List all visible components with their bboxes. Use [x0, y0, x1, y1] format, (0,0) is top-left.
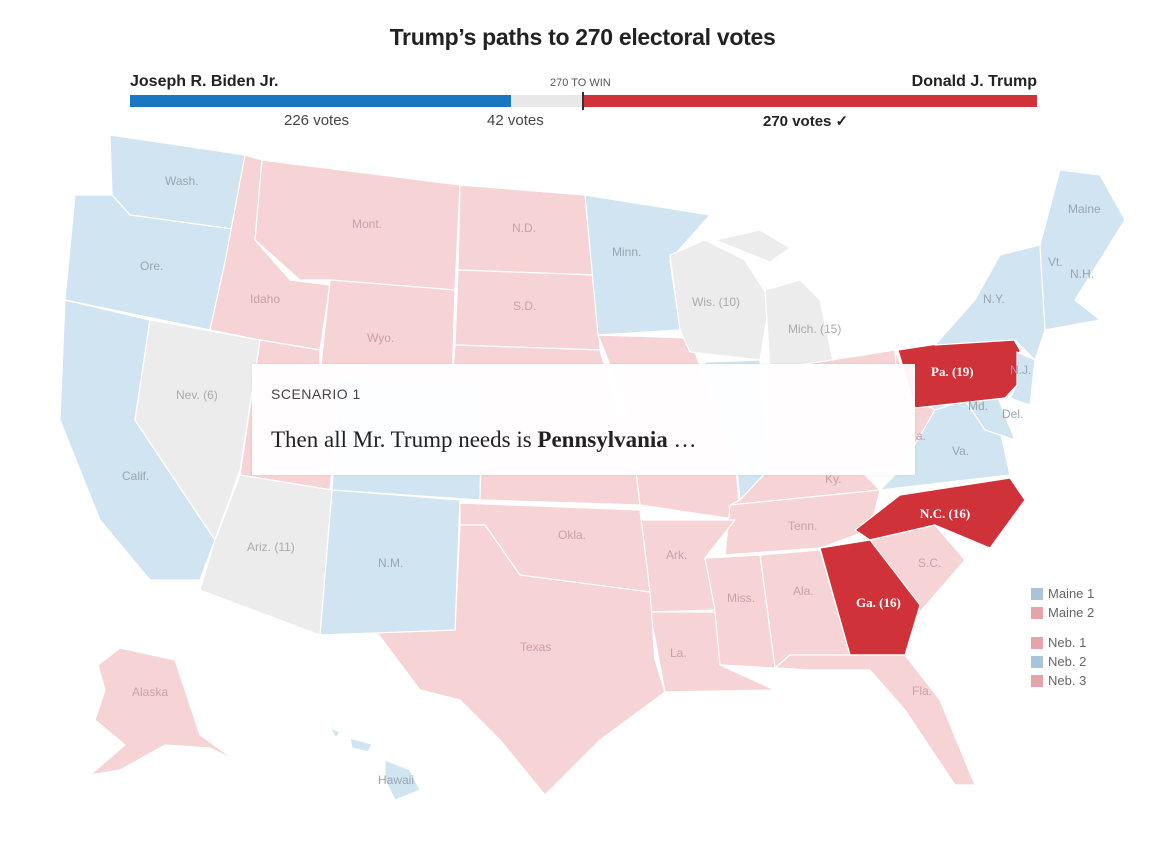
legend-item: Maine 2 — [1031, 603, 1094, 622]
legend-swatch — [1031, 606, 1043, 619]
district-legend: Maine 1 Maine 2 Neb. 1 Neb. 2 Neb. 3 — [1031, 584, 1094, 690]
label-vt: Vt. — [1048, 255, 1063, 269]
win-threshold-label: 270 TO WIN — [550, 77, 611, 89]
label-miss: Miss. — [727, 591, 755, 605]
label-sd: S.D. — [513, 299, 536, 313]
trump-votes: 270 votes ✓ — [763, 113, 849, 130]
state-ky[interactable] — [729, 469, 881, 506]
label-pa: Pa. (19) — [931, 364, 974, 379]
label-ny: N.Y. — [983, 292, 1005, 306]
label-wash: Wash. — [165, 174, 199, 188]
scenario-label: SCENARIO 1 — [271, 386, 361, 402]
scenario-text-suffix: … — [667, 427, 697, 452]
label-wva: a. — [916, 429, 926, 443]
legend-swatch — [1031, 636, 1043, 649]
state-hawaii-3[interactable] — [349, 737, 373, 753]
scenario-state: Pennsylvania — [537, 427, 668, 452]
legend-swatch — [1031, 655, 1043, 668]
biden-bar — [130, 95, 511, 107]
label-la: La. — [670, 646, 687, 660]
legend-item: Maine 1 — [1031, 584, 1094, 603]
state-la[interactable] — [649, 611, 776, 693]
label-ark: Ark. — [666, 548, 687, 562]
chart-title: Trump’s paths to 270 electoral votes — [389, 24, 776, 50]
label-del: Del. — [1002, 407, 1023, 421]
state-tenn[interactable] — [724, 489, 881, 556]
legend-label: Neb. 1 — [1048, 635, 1087, 650]
label-calif: Calif. — [122, 469, 149, 483]
legend-label: Maine 2 — [1048, 605, 1095, 620]
label-nd: N.D. — [512, 221, 536, 235]
state-ariz[interactable] — [199, 474, 333, 636]
label-nev: Nev. (6) — [176, 388, 218, 402]
label-nc: N.C. (16) — [920, 506, 970, 521]
label-hawaii: Hawaii — [378, 773, 414, 787]
scenario-text-prefix: Then all Mr. Trump needs is — [271, 427, 538, 452]
legend-swatch — [1031, 674, 1043, 687]
state-nj[interactable] — [1009, 351, 1036, 406]
label-mich: Mich. (15) — [788, 322, 841, 336]
label-va: Va. — [952, 444, 969, 458]
label-ala: Ala. — [793, 584, 814, 598]
state-mich[interactable] — [764, 279, 836, 371]
label-nm: N.M. — [378, 556, 403, 570]
label-alaska: Alaska — [132, 685, 168, 699]
biden-name: Joseph R. Biden Jr. — [130, 73, 279, 90]
state-mich-up[interactable] — [714, 229, 791, 263]
label-fla: Fla. — [912, 684, 932, 698]
state-wis[interactable] — [669, 239, 771, 361]
scenario-text: Then all Mr. Trump needs is Pennsylvania… — [271, 427, 697, 453]
win-threshold-marker — [582, 92, 584, 110]
label-sc: S.C. — [918, 556, 941, 570]
legend-item: Neb. 3 — [1031, 671, 1094, 690]
state-hawaii[interactable] — [384, 759, 421, 801]
label-md: Md. — [968, 399, 988, 413]
label-ariz: Ariz. (11) — [247, 540, 295, 554]
trump-bar — [581, 95, 1037, 107]
trump-name: Donald J. Trump — [911, 73, 1037, 90]
state-texas[interactable] — [374, 524, 666, 796]
undecided-votes: 42 votes — [487, 112, 544, 129]
label-tenn: Tenn. — [788, 519, 817, 533]
label-texas: Texas — [520, 640, 551, 654]
label-minn: Minn. — [612, 245, 641, 259]
label-ky: Ky. — [825, 472, 841, 486]
state-fla[interactable] — [774, 654, 976, 786]
legend-label: Maine 1 — [1048, 586, 1095, 601]
label-maine: Maine — [1068, 202, 1101, 216]
legend-label: Neb. 3 — [1048, 673, 1087, 688]
undecided-bar — [511, 95, 582, 107]
label-idaho: Idaho — [250, 292, 280, 306]
state-hawaii-2[interactable] — [329, 727, 341, 739]
label-nj: N.J. — [1010, 363, 1031, 377]
biden-votes: 226 votes — [284, 112, 350, 129]
legend-swatch — [1031, 587, 1043, 600]
label-wis: Wis. (10) — [692, 295, 740, 309]
label-ore: Ore. — [140, 259, 163, 273]
label-mont: Mont. — [352, 217, 382, 231]
legend-label: Neb. 2 — [1048, 654, 1087, 669]
label-okla: Okla. — [558, 528, 586, 542]
state-alaska[interactable] — [89, 647, 236, 776]
state-newengland[interactable] — [1039, 169, 1126, 331]
legend-item: Neb. 1 — [1031, 633, 1094, 652]
label-nh: N.H. — [1070, 267, 1094, 281]
legend-item: Neb. 2 — [1031, 652, 1094, 671]
label-ga: Ga. (16) — [856, 595, 901, 610]
scenario-card: SCENARIO 1 Then all Mr. Trump needs is P… — [252, 364, 915, 475]
label-wyo: Wyo. — [367, 331, 394, 345]
